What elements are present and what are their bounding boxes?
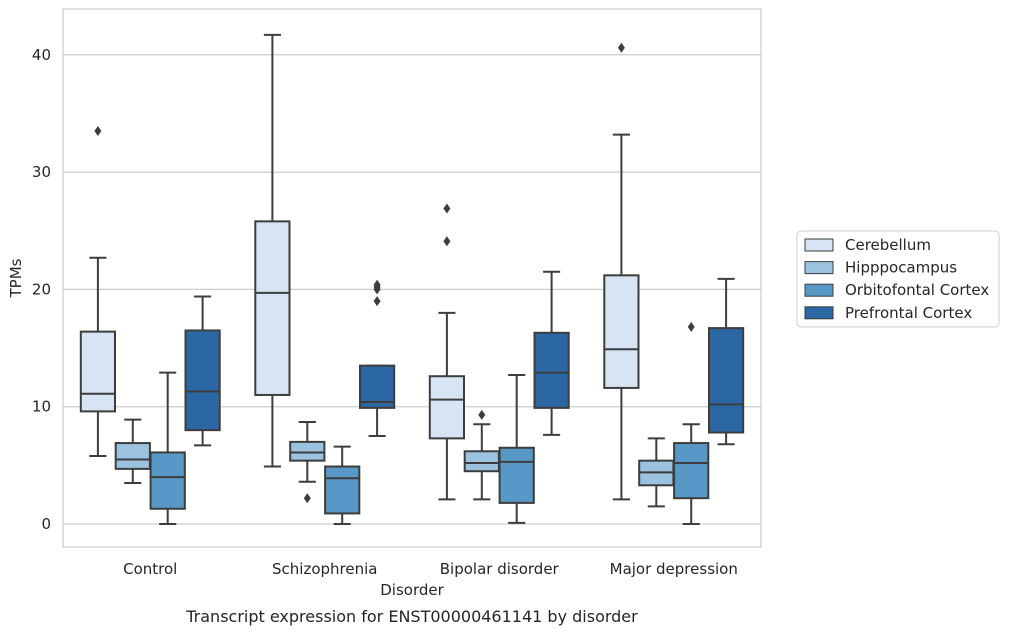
gridlines (63, 54, 761, 525)
outlier-point (443, 203, 451, 214)
box-prefrontal-cortex (358, 279, 396, 438)
outlier-point (443, 236, 451, 247)
box-cerebellum (79, 126, 117, 457)
box-hipppocampus (114, 418, 151, 484)
box-hipppocampus (638, 437, 675, 508)
legend-label: Orbitofontal Cortex (845, 281, 989, 299)
legend-swatch (804, 283, 834, 297)
box-prefrontal-cortex (707, 277, 745, 446)
outlier-point (373, 296, 381, 307)
box-body (603, 274, 640, 389)
box-hipppocampus (289, 420, 326, 504)
outlier-point (687, 321, 695, 332)
y-tick-label: 10 (32, 398, 51, 416)
y-tick-label: 40 (32, 46, 51, 64)
plot-frame (62, 8, 762, 548)
box-body (428, 375, 466, 440)
box-plot-area (79, 33, 745, 525)
legend-label: Hipppocampus (845, 259, 957, 277)
box-body (289, 440, 326, 462)
legend-swatch (804, 238, 834, 252)
x-tick-label: Control (123, 560, 177, 578)
box-hipppocampus (463, 409, 500, 501)
legend: Cerebellum Hipppocampus Orbitofontal Corte… (796, 230, 1000, 328)
outlier-point (373, 279, 381, 290)
y-axis-ticks: 0 10 20 30 40 (32, 46, 51, 533)
box-body (149, 451, 186, 510)
box-body (79, 330, 117, 413)
box-body (358, 364, 396, 409)
x-axis-ticks: Control Schizophrenia Bipolar disorder Majo… (123, 560, 738, 578)
x-axis-title: Disorder (380, 581, 444, 599)
legend-label: Prefrontal Cortex (845, 304, 972, 322)
outlier-point (94, 126, 102, 137)
box-orbitofontal-cortex (324, 445, 361, 525)
box-prefrontal-cortex (184, 295, 221, 447)
y-tick-label: 30 (32, 163, 51, 181)
box-body (673, 442, 710, 500)
box-body (184, 329, 221, 432)
box-orbitofontal-cortex (673, 321, 710, 525)
legend-swatch (804, 306, 834, 320)
x-tick-label: Major depression (610, 560, 738, 578)
box-orbitofontal-cortex (498, 374, 535, 524)
box-body (498, 446, 535, 504)
outlier-point (303, 493, 311, 504)
box-prefrontal-cortex (533, 270, 570, 436)
box-body (324, 465, 361, 515)
y-tick-label: 0 (41, 515, 51, 533)
box-body (114, 442, 151, 470)
outlier-point (478, 409, 486, 420)
x-tick-label: Bipolar disorder (440, 560, 560, 578)
legend-frame (796, 230, 1000, 328)
y-axis-title: TPMs (7, 258, 25, 298)
box-cerebellum (603, 42, 640, 501)
box-body (463, 450, 500, 473)
outlier-point (617, 42, 625, 53)
chart-caption: Transcript expression for ENST0000046114… (185, 607, 638, 626)
box-orbitofontal-cortex (149, 371, 186, 525)
box-cerebellum (254, 33, 291, 468)
x-tick-label: Schizophrenia (272, 560, 377, 578)
legend-label: Cerebellum (845, 236, 931, 254)
y-tick-label: 20 (32, 280, 51, 298)
box-cerebellum (428, 203, 466, 501)
box-body (533, 331, 570, 409)
legend-swatch (804, 261, 834, 275)
box-body (707, 327, 745, 434)
box-body (254, 220, 291, 396)
